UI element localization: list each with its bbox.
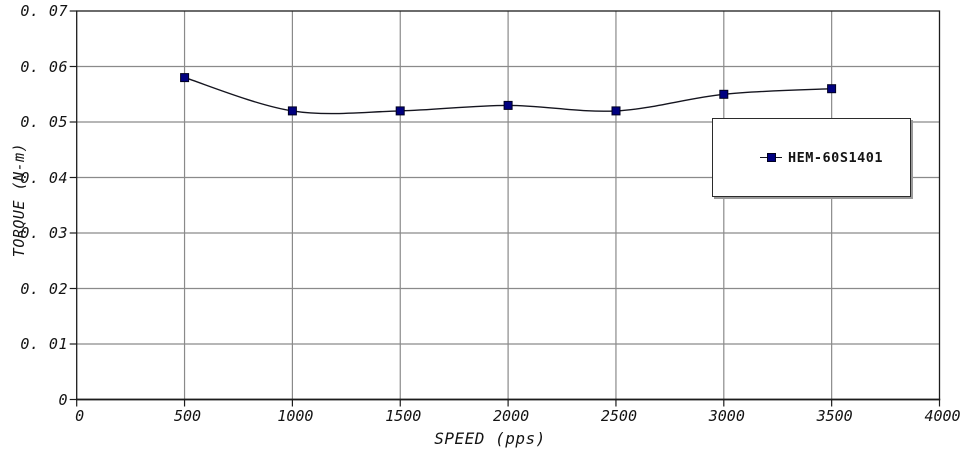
data-point-marker: [719, 89, 729, 99]
data-point-marker: [611, 106, 621, 116]
x-tick-label: 4000: [924, 407, 960, 425]
x-tick-label: 3500: [816, 407, 853, 425]
x-tick-label: 500: [174, 407, 202, 425]
data-point-marker: [827, 84, 837, 94]
y-tick-label: 0. 02: [20, 279, 68, 298]
y-tick-label: 0: [58, 390, 68, 409]
x-tick-label: 2500: [600, 407, 637, 425]
data-point-marker: [395, 106, 405, 116]
data-point-marker: [287, 106, 297, 116]
series-square-swatch: [767, 153, 777, 162]
y-tick-label: 0. 06: [20, 57, 68, 76]
x-tick-label: 0: [75, 407, 85, 425]
legend-box: HEM-60S1401: [712, 118, 911, 197]
x-tick-label: 3000: [708, 407, 745, 425]
y-tick-label: 0. 03: [20, 224, 68, 242]
data-point-marker: [180, 73, 190, 83]
y-tick-label: 0. 04: [20, 168, 68, 187]
x-axis-title: SPEED (pps): [434, 429, 546, 448]
y-tick-label: 0. 01: [20, 335, 68, 353]
x-tick-label: 2000: [493, 407, 530, 425]
x-tick-label: 1500: [385, 407, 422, 425]
y-axis-title: TORQUE (N-m): [10, 142, 28, 258]
x-tick-label: 1000: [277, 407, 314, 425]
y-tick-label: 0. 05: [20, 113, 68, 131]
data-point-marker: [503, 100, 513, 110]
y-tick-label: 0. 07: [20, 2, 68, 20]
series-marker-icon: [760, 153, 783, 162]
legend-series-label: HEM-60S1401: [788, 149, 883, 166]
